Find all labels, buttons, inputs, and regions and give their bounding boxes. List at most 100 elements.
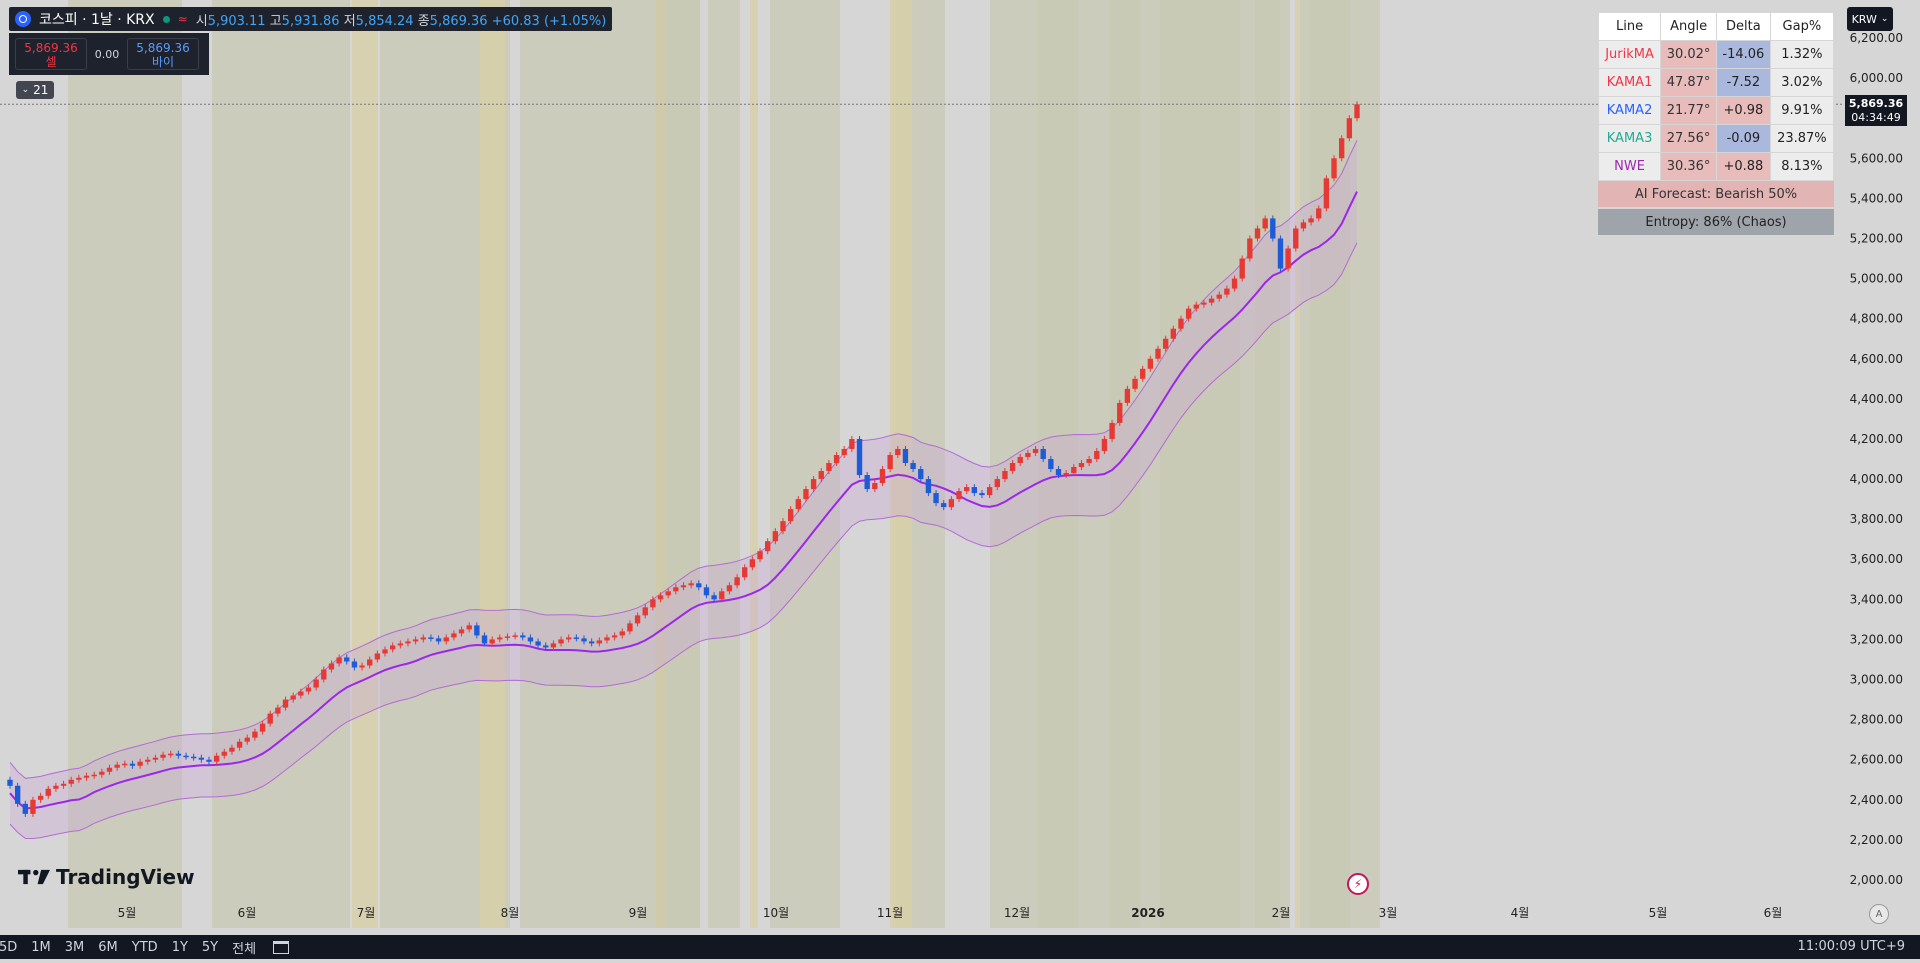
auto-scale-button[interactable]: A — [1869, 904, 1889, 924]
candle — [466, 625, 472, 630]
candle — [1071, 467, 1077, 474]
range-ytd[interactable]: YTD — [131, 939, 158, 955]
candle — [673, 587, 679, 592]
time-axis-label: 2026 — [1131, 906, 1164, 920]
indicators-collapse-button[interactable]: ⌄ 21 — [16, 81, 54, 99]
candle — [1277, 238, 1284, 269]
session-shade — [352, 0, 378, 928]
gap-cell: 23.87% — [1769, 124, 1835, 153]
tradingview-logo[interactable]: TradingView — [18, 865, 195, 889]
delta-cell: +0.88 — [1716, 152, 1771, 181]
currency-selector[interactable]: KRW ⌄ — [1847, 7, 1893, 31]
delta-cell: -14.06 — [1716, 40, 1771, 69]
candle — [489, 639, 495, 644]
ai-forecast-row: AI Forecast: Bearish 50% — [1598, 181, 1834, 207]
candle — [543, 645, 549, 648]
bar-countdown: 04:34:49 — [1851, 111, 1901, 124]
candle — [1247, 238, 1253, 259]
candle — [22, 803, 28, 814]
indicator-count: 21 — [33, 83, 49, 97]
range-1m[interactable]: 1M — [31, 939, 51, 955]
angle-cell: 27.56° — [1660, 124, 1718, 153]
candle — [810, 479, 817, 490]
candle — [183, 755, 189, 758]
price-axis-label: 5,600.00 — [1850, 151, 1903, 165]
candle — [389, 645, 396, 650]
candle — [198, 757, 205, 760]
candle — [122, 763, 128, 766]
range-all[interactable]: 전체 — [232, 941, 257, 957]
candle — [895, 448, 901, 455]
candle — [1162, 338, 1169, 349]
candle — [206, 759, 212, 762]
range-3m[interactable]: 3M — [64, 939, 85, 955]
candle — [1025, 452, 1031, 457]
price-axis-label: 3,400.00 — [1850, 592, 1903, 606]
indicator-table-header: Line Angle Delta Gap% — [1597, 12, 1835, 41]
candle — [344, 657, 350, 662]
price-axis-label: 5,000.00 — [1850, 272, 1903, 286]
nwe-lower-line — [9, 242, 1358, 840]
close-value: 5,869.36 — [429, 13, 488, 29]
candle — [650, 599, 656, 608]
candle — [711, 595, 717, 600]
symbol-title[interactable]: 코스피 · 1날 · KRX — [39, 12, 155, 28]
candle — [374, 653, 381, 660]
session-shade — [655, 0, 665, 928]
candle — [803, 489, 809, 500]
candle — [91, 774, 97, 777]
gap-cell: 1.32% — [1769, 40, 1835, 69]
candle — [137, 761, 143, 766]
table-row: KAMA2 21.77° +0.98 9.91% — [1597, 96, 1835, 125]
candle — [451, 633, 457, 638]
sell-button[interactable]: 5,869.36 셀 — [15, 38, 87, 70]
range-5y[interactable]: 5Y — [201, 939, 219, 955]
candle — [37, 795, 44, 800]
calendar-icon[interactable] — [273, 940, 290, 954]
candle — [849, 438, 855, 449]
candle — [1254, 228, 1261, 239]
buy-button[interactable]: 5,869.36 바이 — [127, 38, 199, 70]
candle — [1339, 138, 1345, 159]
candle — [1170, 328, 1176, 339]
candle — [918, 469, 924, 480]
candle — [1193, 304, 1199, 309]
price-axis-label: 2,800.00 — [1850, 713, 1903, 727]
candle — [83, 775, 90, 778]
candle — [1185, 308, 1192, 319]
candle — [1078, 463, 1085, 468]
price-axis-label: 4,800.00 — [1850, 312, 1903, 326]
candle — [902, 448, 909, 464]
brand-name: TradingView — [56, 865, 195, 889]
time-axis-label: 3월 — [1379, 906, 1398, 920]
chevron-down-icon: ⌄ — [1880, 14, 1889, 24]
range-6m[interactable]: 6M — [98, 939, 118, 955]
range-1y[interactable]: 1Y — [171, 939, 188, 955]
candle — [1293, 228, 1299, 249]
price-axis-label: 6,200.00 — [1850, 31, 1903, 45]
candle — [1101, 438, 1108, 451]
trade-panel: 5,869.36 셀 0.00 5,869.36 바이 — [9, 33, 209, 75]
session-shade — [750, 0, 758, 928]
candle — [994, 479, 1000, 488]
candle — [1178, 318, 1184, 329]
symbol-header[interactable]: 코스피 · 1날 · KRX ≈ 시5,903.11 고5,931.86 저5,… — [9, 7, 613, 31]
candle — [129, 763, 136, 766]
gap-cell: 9.91% — [1769, 96, 1835, 125]
candle — [68, 779, 74, 784]
candle — [114, 764, 120, 768]
time-axis-label: 8월 — [501, 906, 520, 920]
candle — [588, 641, 595, 644]
candle — [221, 751, 227, 756]
clock[interactable]: 11:00:09 UTC+9 — [1797, 939, 1905, 954]
header-cell: Line — [1597, 12, 1662, 41]
candle — [925, 479, 932, 494]
range-5d[interactable]: 5D — [0, 939, 18, 955]
change-value: +60.83 (+1.05%) — [491, 13, 607, 29]
gap-cell: 3.02% — [1769, 68, 1835, 97]
candle — [611, 635, 618, 638]
flash-icon[interactable]: ⚡ — [1347, 873, 1369, 895]
price-axis-label: 6,000.00 — [1850, 71, 1903, 85]
